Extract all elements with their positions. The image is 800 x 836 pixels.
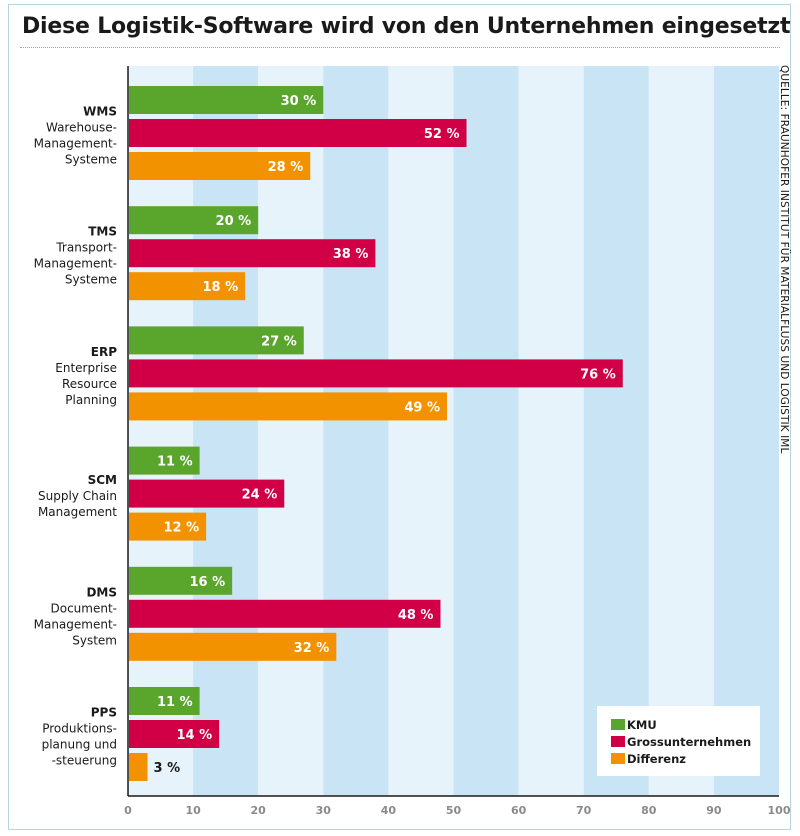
legend-swatch-kmu: [611, 719, 625, 730]
category-abbr-label: WMS: [83, 105, 117, 119]
data-label: 38 %: [333, 247, 369, 262]
legend-item-kmu: KMU: [611, 718, 657, 732]
category-name-label: Supply Chain: [38, 489, 117, 503]
bar: [129, 239, 376, 268]
category-abbr-label: TMS: [88, 225, 117, 239]
bar: [129, 272, 246, 301]
x-tick-label: 40: [381, 804, 397, 817]
grid-band: [388, 66, 454, 796]
grid-band: [193, 66, 259, 796]
category-name-label: Management-: [34, 137, 117, 151]
category-name-label: Systeme: [65, 153, 117, 167]
category-name-label: System: [72, 633, 117, 647]
data-label: 24 %: [242, 488, 278, 503]
category-abbr-label: ERP: [91, 345, 117, 359]
data-label: 12 %: [163, 521, 199, 536]
grid-band: [128, 66, 194, 796]
bar: [129, 86, 324, 114]
data-label: 14 %: [176, 728, 212, 743]
data-label: 11 %: [157, 695, 193, 710]
category-name-label: Management-: [34, 617, 117, 631]
category-name-label: Warehouse-: [46, 121, 117, 135]
grid-band: [323, 66, 389, 796]
grid-band: [258, 66, 324, 796]
legend-swatch-gross: [611, 736, 625, 747]
bar: [129, 632, 337, 661]
bar: [129, 599, 441, 628]
x-tick-label: 50: [446, 804, 462, 817]
category-name-label: Produktions-: [42, 722, 117, 736]
x-tick-label: 30: [316, 804, 332, 817]
legend-swatch-diff: [611, 753, 625, 764]
legend-label-kmu: KMU: [627, 718, 657, 732]
legend-label-gross: Grossunternehmen: [627, 735, 752, 749]
x-tick-label: 100: [768, 804, 791, 817]
x-tick-label: 80: [641, 804, 657, 817]
grid-band: [518, 66, 584, 796]
data-label: 27 %: [261, 334, 297, 349]
bar: [129, 479, 285, 508]
data-label: 28 %: [268, 160, 304, 175]
x-tick-label: 70: [576, 804, 592, 817]
data-label: 52 %: [424, 127, 460, 142]
legend: KMU Grossunternehmen Differenz: [597, 706, 760, 776]
chart-frame: [8, 4, 791, 830]
bar: [129, 152, 311, 180]
bar: [129, 392, 447, 421]
chart-title: Diese Logistik-Software wird von den Unt…: [22, 14, 791, 39]
x-tick-label: 20: [251, 804, 267, 817]
category-name-label: Management: [38, 505, 117, 519]
category-abbr-label: SCM: [88, 473, 117, 487]
bar: [129, 566, 233, 595]
bar: [129, 753, 148, 781]
grid-band: [453, 66, 519, 796]
bar: [129, 326, 304, 355]
bar: [129, 512, 207, 541]
category-name-label: Planning: [65, 393, 117, 407]
data-label: 32 %: [294, 641, 330, 656]
bar: [129, 687, 200, 715]
data-label: 11 %: [157, 455, 193, 470]
category-name-label: Transport-: [55, 241, 117, 255]
bar: [129, 119, 467, 147]
data-label: 3 %: [154, 761, 181, 776]
category-name-label: Systeme: [65, 273, 117, 287]
x-tick-label: 0: [124, 804, 132, 817]
grid-band: [583, 66, 649, 796]
data-label: 20 %: [216, 214, 252, 229]
data-label: 18 %: [203, 280, 239, 295]
legend-item-diff: Differenz: [611, 752, 686, 766]
category-name-label: -steuerung: [52, 754, 117, 768]
legend-label-diff: Differenz: [627, 752, 686, 766]
legend-item-gross: Grossunternehmen: [611, 735, 751, 749]
category-name-label: Management-: [34, 257, 117, 271]
data-label: 49 %: [404, 400, 440, 415]
category-name-label: planung und: [42, 738, 117, 752]
bar: [129, 446, 200, 475]
bar: [129, 359, 623, 388]
x-tick-label: 90: [706, 804, 722, 817]
grid-band: [713, 66, 779, 796]
category-name-label: Document-: [51, 601, 118, 615]
bar: [129, 720, 220, 748]
bar: [129, 206, 259, 235]
category-name-label: Resource: [62, 377, 117, 391]
title-divider: [20, 47, 780, 48]
category-abbr-label: PPS: [91, 706, 117, 720]
data-label: 16 %: [190, 575, 226, 590]
data-label: 48 %: [398, 608, 434, 623]
x-tick-label: 10: [185, 804, 201, 817]
grid-band: [648, 66, 714, 796]
x-tick-label: 60: [511, 804, 527, 817]
category-abbr-label: DMS: [86, 585, 117, 599]
data-label: 76 %: [580, 367, 616, 382]
data-label: 30 %: [281, 94, 317, 109]
category-name-label: Enterprise: [55, 361, 117, 375]
